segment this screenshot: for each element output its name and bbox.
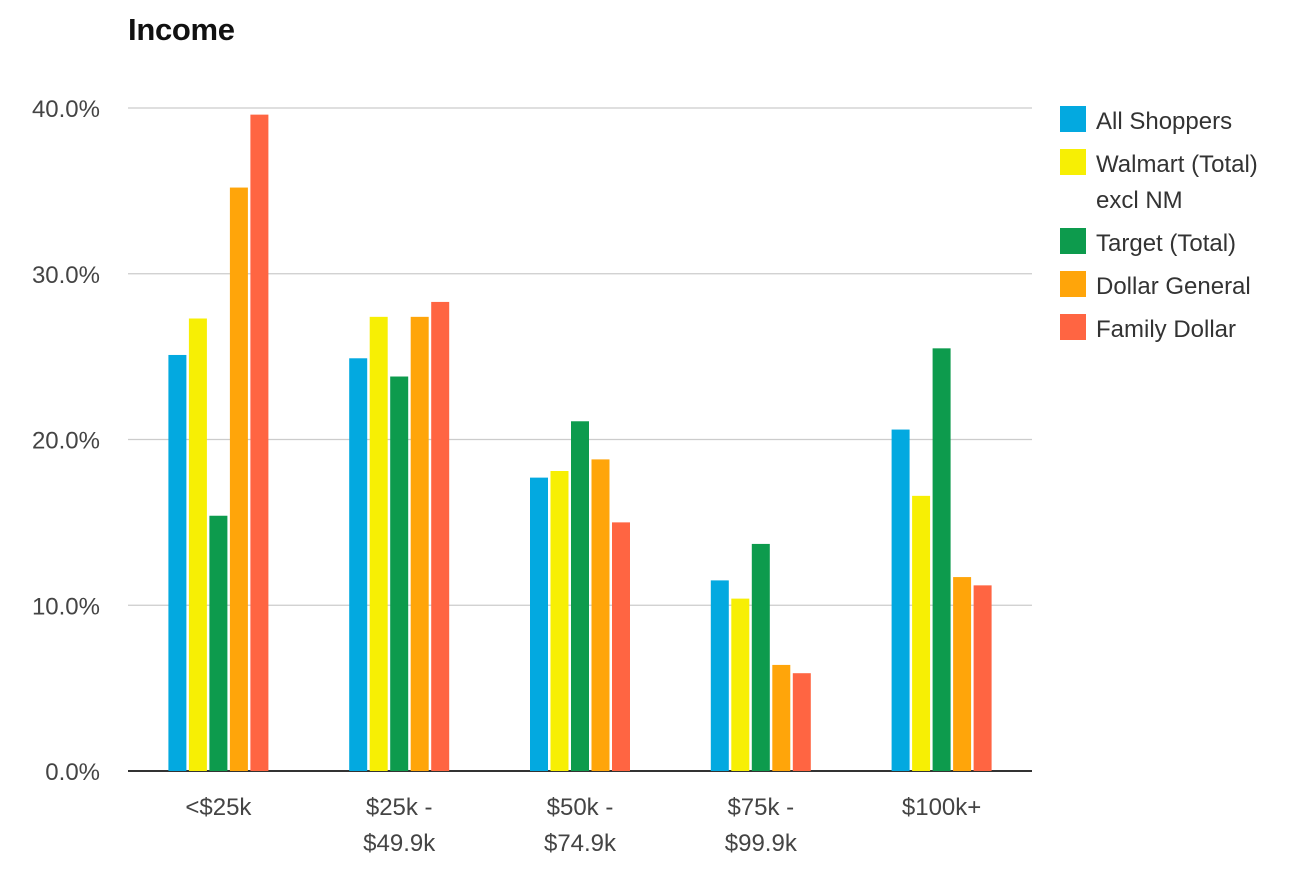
legend-swatch <box>1060 106 1086 132</box>
bar <box>229 187 248 771</box>
bar <box>591 459 610 771</box>
legend-label-line: Dollar General <box>1096 273 1251 300</box>
bar <box>390 376 409 771</box>
y-tick-label: 10.0% <box>32 593 100 620</box>
x-tick-label-line: $99.9k <box>725 830 798 857</box>
bar <box>431 301 450 771</box>
y-tick-label: 40.0% <box>32 96 100 123</box>
bar <box>369 316 388 771</box>
bar <box>209 515 228 771</box>
y-tick-label: 0.0% <box>45 759 100 786</box>
bar <box>250 114 269 771</box>
legend-label-line: All Shoppers <box>1096 108 1232 135</box>
bar <box>792 673 811 771</box>
bar <box>571 421 589 771</box>
x-tick-label-line: $49.9k <box>363 830 436 857</box>
legend-label-line: excl NM <box>1096 187 1183 214</box>
legend-swatch <box>1060 149 1086 175</box>
legend-swatch <box>1060 228 1086 254</box>
bar <box>731 598 750 771</box>
bar <box>932 348 951 771</box>
x-tick-label-line: $100k+ <box>902 794 981 821</box>
bar <box>410 316 429 771</box>
x-tick-label-line: $25k - <box>366 794 433 821</box>
bar <box>550 470 569 771</box>
y-tick-label: 20.0% <box>32 428 100 455</box>
legend-label: All Shoppers <box>1096 108 1232 135</box>
x-tick-label-line: <$25k <box>185 794 252 821</box>
legend-label: Target (Total) <box>1096 230 1236 257</box>
bar <box>973 585 992 771</box>
chart-title: Income <box>128 12 235 47</box>
bar <box>891 429 910 771</box>
bar <box>772 664 791 771</box>
legend-label-line: Family Dollar <box>1096 316 1236 343</box>
x-tick-label-line: $75k - <box>727 794 794 821</box>
bar <box>349 358 368 771</box>
bar <box>612 522 630 771</box>
x-tick-label: $100k+ <box>902 794 981 821</box>
y-tick-label: 30.0% <box>32 262 100 289</box>
legend-label-line: Target (Total) <box>1096 230 1236 257</box>
x-tick-label-line: $74.9k <box>544 830 617 857</box>
x-tick-label: $25k - $49.9k <box>363 794 436 857</box>
x-tick-label-line: $50k - <box>547 794 614 821</box>
x-tick-label: <$25k <box>185 794 252 821</box>
legend-swatch <box>1060 314 1086 340</box>
bar <box>912 495 931 771</box>
x-tick-label: $50k - $74.9k <box>544 794 617 857</box>
legend-label-line: Walmart (Total) <box>1096 151 1258 178</box>
legend-label: Walmart (Total) excl NM <box>1096 151 1258 214</box>
bar <box>751 543 770 771</box>
bar <box>530 477 548 771</box>
bar <box>168 354 187 771</box>
legend-swatch <box>1060 271 1086 297</box>
bar <box>953 577 972 771</box>
bar <box>188 318 207 771</box>
bar <box>710 580 729 771</box>
legend-label: Family Dollar <box>1096 316 1236 343</box>
x-tick-label: $75k - $99.9k <box>725 794 798 857</box>
legend-label: Dollar General <box>1096 273 1251 300</box>
